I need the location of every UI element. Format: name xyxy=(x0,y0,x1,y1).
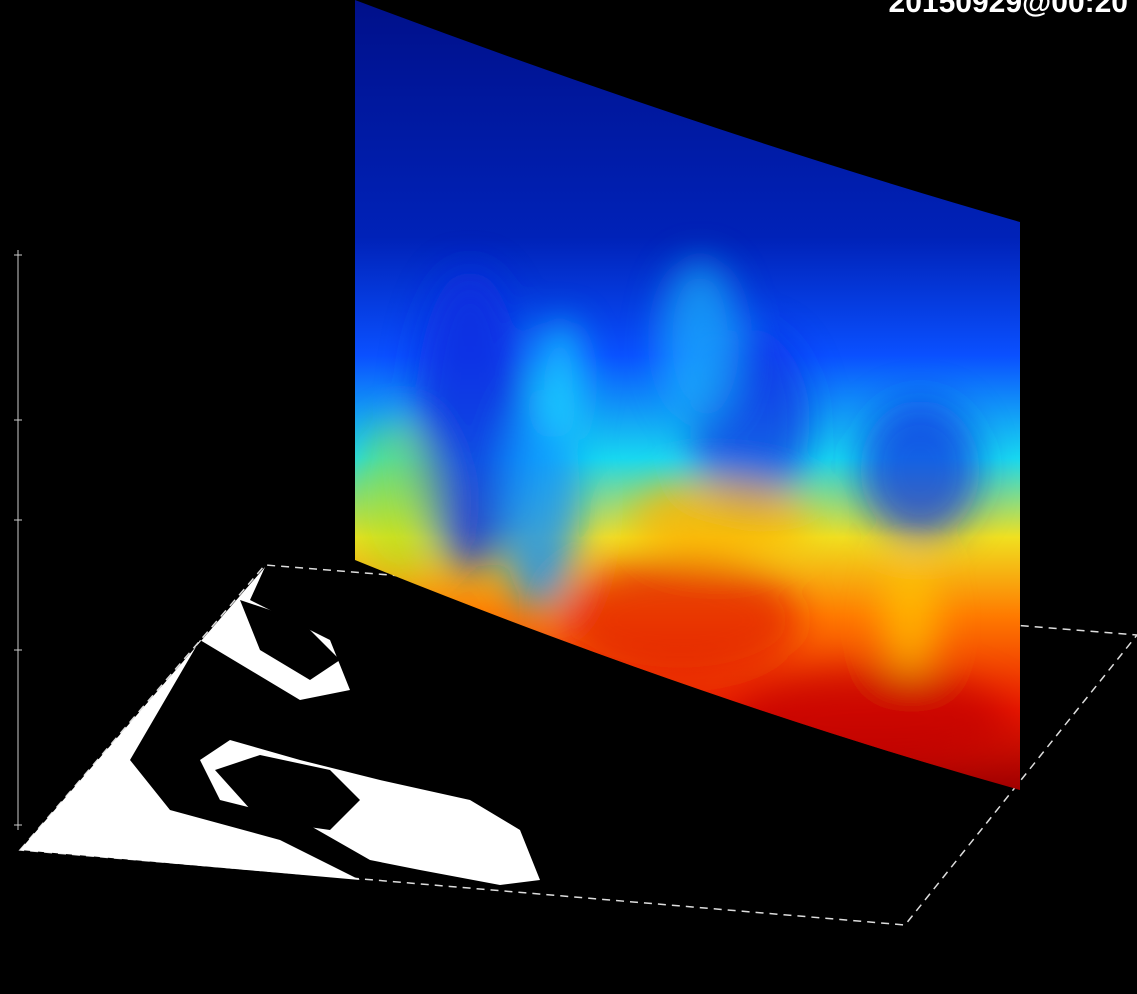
page: {"timestamp": "20150929@00:20"} xyxy=(0,0,1137,994)
scene: 20150929@00:20 xyxy=(0,0,1137,994)
vertical-axis xyxy=(14,250,22,830)
timestamp: 20150929@00:20 xyxy=(889,0,1128,19)
